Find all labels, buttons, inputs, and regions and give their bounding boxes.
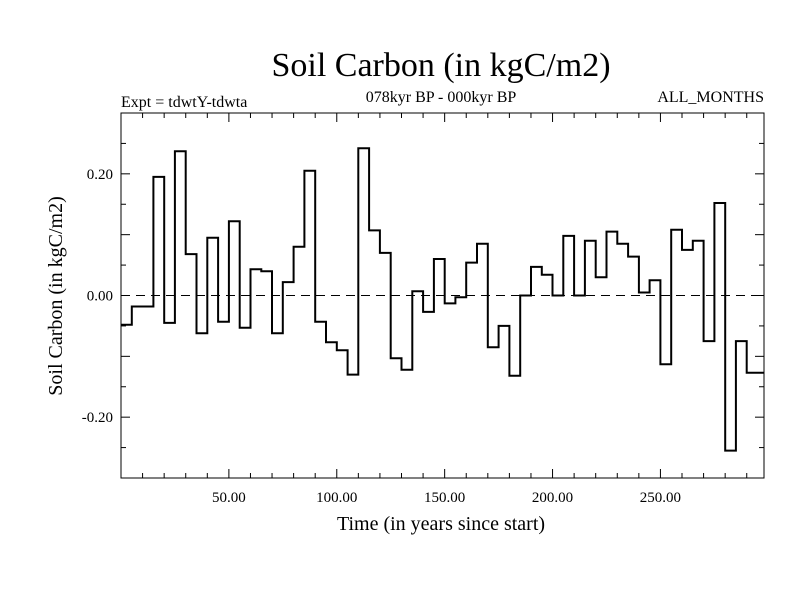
y-tick-label: 0.20 <box>87 167 113 183</box>
x-tick-label: 100.00 <box>316 490 357 506</box>
x-tick-label: 50.00 <box>212 490 246 506</box>
chart-title: Soil Carbon (in kgC/m2) <box>271 47 610 84</box>
x-tick-label: 250.00 <box>640 490 681 506</box>
x-tick-label: 200.00 <box>532 490 573 506</box>
y-axis-label: Soil Carbon (in kgC/m2) <box>45 196 67 395</box>
soil-carbon-series-line <box>121 147 764 452</box>
experiment-label: Expt = tdwtY-tdwta <box>121 94 247 111</box>
months-label: ALL_MONTHS <box>657 89 764 106</box>
x-tick-label: 150.00 <box>424 490 465 506</box>
period-label: 078kyr BP - 000kyr BP <box>366 89 517 106</box>
y-tick-label: 0.00 <box>87 289 113 305</box>
y-tick-label: -0.20 <box>82 410 113 426</box>
x-axis-label: Time (in years since start) <box>337 513 545 535</box>
